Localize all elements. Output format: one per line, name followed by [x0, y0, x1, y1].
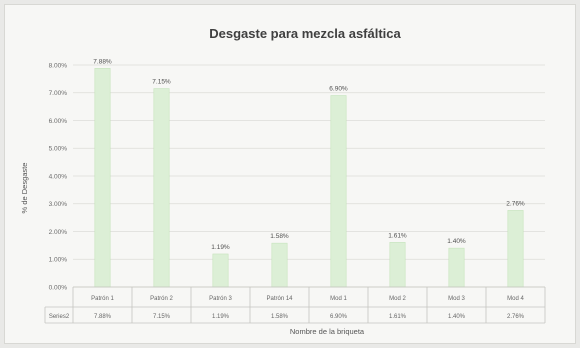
y-tick-label: 6.00%	[49, 118, 68, 125]
table-value: 1.19%	[212, 314, 230, 320]
category-label: Mod 3	[448, 296, 465, 302]
bar	[271, 242, 288, 288]
table-value: 7.88%	[94, 314, 112, 320]
bar	[448, 247, 465, 288]
category-label: Patrón 1	[91, 296, 114, 302]
category-label: Mod 4	[507, 296, 524, 302]
data-label: 1.19%	[211, 244, 230, 251]
bar	[389, 242, 406, 288]
data-label: 6.90%	[329, 86, 348, 93]
y-tick-label: 7.00%	[49, 90, 68, 97]
y-tick-label: 8.00%	[49, 62, 68, 69]
y-axis-label: % de Desgaste	[20, 163, 29, 214]
y-axis-ticks: 0.00% 1.00% 2.00% 3.00% 4.00% 5.00% 6.00% 7.00%…	[49, 62, 68, 291]
table-value: 1.61%	[389, 314, 407, 320]
data-label: 2.76%	[506, 200, 525, 207]
category-label: Mod 1	[330, 296, 347, 302]
series-name: Series2	[49, 314, 70, 320]
table-value: 2.76%	[507, 314, 525, 320]
data-label: 1.61%	[388, 232, 407, 239]
data-label: 7.15%	[152, 79, 171, 86]
bar	[94, 68, 111, 288]
chart-frame: Desgaste para mezcla asfáltica 0.00% 1.00…	[4, 4, 576, 344]
bar	[212, 253, 229, 288]
bars	[94, 68, 524, 288]
data-label: 1.40%	[447, 238, 466, 245]
y-tick-label: 3.00%	[49, 201, 68, 208]
table-value: 1.40%	[448, 314, 466, 320]
y-tick-label: 1.00%	[49, 257, 68, 264]
data-labels: 7.88% 7.15% 1.19% 1.58% 6.90% 1.61% 1.40% 2.76%	[93, 58, 525, 251]
table-value: 7.15%	[153, 314, 171, 320]
bar	[330, 95, 347, 288]
bar	[507, 210, 524, 288]
table-value: 1.58%	[271, 314, 289, 320]
y-tick-label: 2.00%	[49, 229, 68, 236]
data-label: 7.88%	[93, 58, 112, 65]
data-label: 1.58%	[270, 233, 289, 240]
y-tick-label: 5.00%	[49, 146, 68, 153]
bar-chart: Desgaste para mezcla asfáltica 0.00% 1.00…	[20, 26, 546, 336]
category-label: Patrón 2	[150, 296, 173, 302]
y-tick-label: 0.00%	[49, 284, 68, 291]
table-value: 6.90%	[330, 314, 348, 320]
bar	[153, 88, 170, 288]
category-label: Patrón 14	[266, 296, 293, 302]
category-label: Mod 2	[389, 296, 406, 302]
gridlines	[73, 64, 545, 288]
category-label: Patrón 3	[209, 296, 232, 302]
data-table: Patrón 1 7.88% Patrón 2 7.15% Patrón 3 1.19% P…	[44, 286, 546, 324]
chart-title: Desgaste para mezcla asfáltica	[209, 26, 401, 41]
x-axis-label: Nombre de la briqueta	[290, 327, 365, 336]
y-tick-label: 4.00%	[49, 173, 68, 180]
